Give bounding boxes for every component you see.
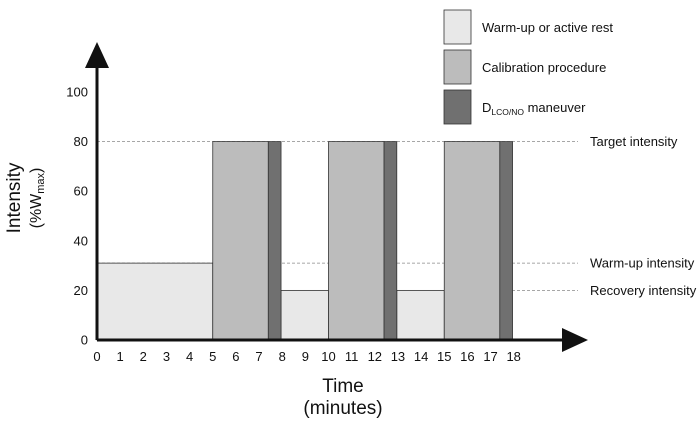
reference-line-label: Recovery intensity [590, 283, 697, 298]
x-tick-label: 12 [368, 349, 382, 364]
x-axis-units: (minutes) [303, 398, 382, 419]
y-tick-label: 0 [81, 333, 88, 348]
x-tick-label: 1 [117, 349, 124, 364]
bar [267, 141, 282, 341]
x-tick-label: 4 [186, 349, 193, 364]
y-axis-title: Intensity [4, 162, 25, 233]
y-tick-label: 40 [74, 233, 88, 248]
x-tick-label: 18 [506, 349, 520, 364]
y-axis-units-sub: max [35, 172, 47, 193]
x-tick-label: 14 [414, 349, 428, 364]
axis-titles-group: Time (minutes) Intensity (%Wmax) [4, 162, 383, 419]
x-axis-title: Time [322, 376, 364, 397]
bar [443, 141, 501, 341]
y-tick-label: 60 [74, 184, 88, 199]
y-tick-label: 20 [74, 283, 88, 298]
legend-swatch [443, 49, 472, 85]
legend-label-main: D [482, 100, 491, 115]
y-tick-label: 100 [66, 85, 88, 100]
bar [96, 262, 214, 341]
y-axis-arrow-icon [85, 42, 109, 68]
reference-line-label: Warm-up intensity [590, 256, 695, 271]
y-tick-labels-group: 0 20 40 60 80 100 [66, 85, 88, 348]
axes-group [85, 42, 588, 352]
bars-group [96, 141, 513, 341]
legend-label-main: Calibration procedure [482, 60, 606, 75]
x-tick-label: 17 [483, 349, 497, 364]
legend: Warm-up or active rest Calibration proced… [443, 9, 613, 125]
legend-label: DLCO/NO maneuver [482, 100, 586, 117]
x-tick-label: 8 [279, 349, 286, 364]
y-tick-label: 80 [74, 134, 88, 149]
legend-label-sub: LCO/NO [491, 107, 524, 117]
legend-swatch [443, 9, 472, 45]
x-tick-label: 3 [163, 349, 170, 364]
bar [499, 141, 513, 341]
x-tick-label: 9 [302, 349, 309, 364]
x-tick-label: 5 [209, 349, 216, 364]
legend-label: Warm-up or active rest [482, 20, 613, 35]
bar [396, 289, 445, 341]
x-tick-label: 6 [232, 349, 239, 364]
legend-swatch [443, 89, 472, 125]
x-tick-label: 7 [255, 349, 262, 364]
x-tick-label: 11 [345, 349, 359, 364]
legend-label-suffix: maneuver [524, 100, 586, 115]
x-tick-label: 16 [460, 349, 474, 364]
x-tick-label: 15 [437, 349, 451, 364]
bar [212, 141, 269, 341]
x-tick-label: 0 [93, 349, 100, 364]
y-axis-units: (%Wmax) [28, 168, 47, 229]
x-tick-labels-group: 0 1 2 3 4 5 6 7 8 9 10 11 12 13 14 15 16 17 18 [93, 349, 521, 364]
x-axis-arrow-icon [562, 328, 588, 352]
x-tick-label: 2 [140, 349, 147, 364]
x-tick-label: 10 [321, 349, 335, 364]
y-axis-units-prefix: (%W [28, 193, 45, 229]
legend-label-main: Warm-up or active rest [482, 20, 613, 35]
bar [328, 141, 385, 341]
legend-label: Calibration procedure [482, 60, 606, 75]
reference-line-label: Target intensity [590, 134, 678, 149]
bar [280, 289, 329, 341]
x-tick-label: 13 [391, 349, 405, 364]
bar [383, 141, 398, 341]
y-axis-units-suffix: ) [28, 168, 45, 173]
